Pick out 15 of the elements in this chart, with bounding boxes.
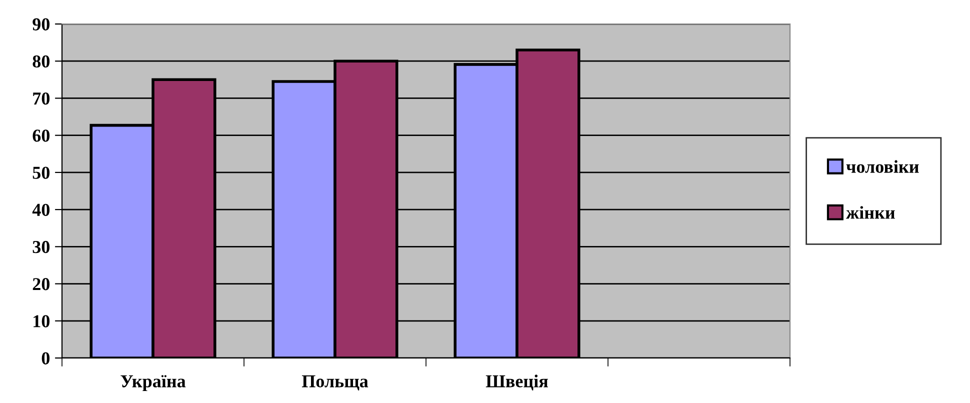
legend-label: чоловіки	[846, 160, 919, 173]
x-tick-label: Україна	[120, 375, 186, 392]
y-tick-label: 90	[32, 18, 50, 30]
y-tick-label: 30	[32, 240, 50, 254]
y-tick-label: 20	[32, 278, 50, 290]
y-tick-label: 60	[32, 130, 50, 142]
y-tick-label: 40	[32, 204, 50, 216]
y-tick-label: 80	[32, 55, 50, 68]
x-tick-label: Польща	[302, 375, 368, 390]
y-tick-label: 0	[42, 352, 50, 364]
legend-label: жінки	[846, 206, 895, 219]
y-tick-label: 50	[32, 166, 50, 179]
y-tick-label: 10	[34, 315, 50, 328]
y-tick-label: 70	[33, 92, 50, 105]
x-tick-label: Швеція	[486, 374, 548, 390]
